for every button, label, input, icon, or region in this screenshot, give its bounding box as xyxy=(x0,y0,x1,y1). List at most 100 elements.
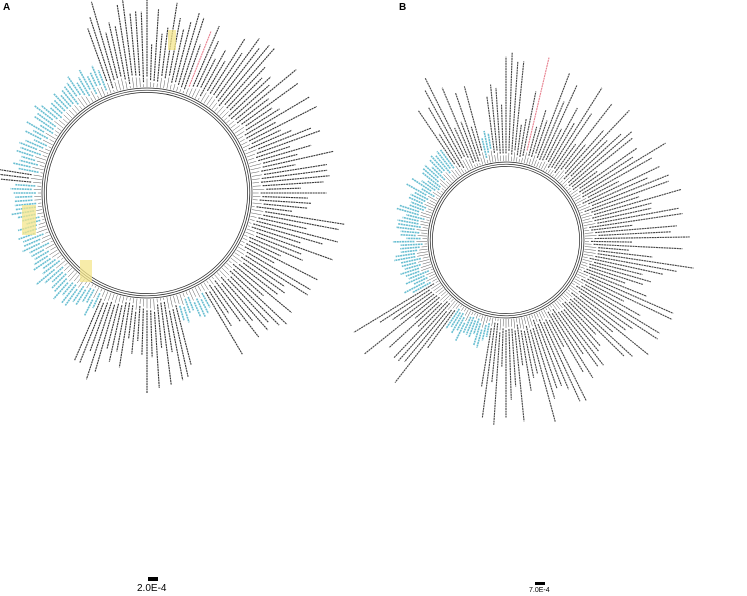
tree-branch xyxy=(197,97,200,101)
leaf-label xyxy=(454,92,480,162)
leaf-label xyxy=(228,76,272,117)
tree-branch xyxy=(468,159,474,169)
leaf-label xyxy=(61,282,74,296)
tree-branch xyxy=(554,170,560,178)
leaf-label xyxy=(552,308,584,355)
tree-branch xyxy=(554,302,561,310)
leaf-label xyxy=(31,248,45,258)
leaf-label xyxy=(51,273,67,289)
leaf-label xyxy=(483,130,490,153)
leaf-label xyxy=(410,201,427,209)
tree-branch xyxy=(476,163,479,167)
tree-branch xyxy=(523,152,527,164)
leaf-label xyxy=(470,126,481,156)
leaf-label xyxy=(90,1,115,81)
tree-branch xyxy=(252,202,262,205)
leaf-label xyxy=(33,255,49,266)
leaf-label xyxy=(404,263,421,270)
tree-branch xyxy=(232,125,241,131)
leaf-label xyxy=(232,263,292,314)
leaf-label xyxy=(89,72,98,87)
leaf-label xyxy=(537,323,563,387)
tree-branch xyxy=(550,170,554,175)
tree-branch xyxy=(163,80,166,89)
leaf-label xyxy=(81,287,92,303)
leaf-label xyxy=(92,292,101,309)
leaf-label xyxy=(263,153,298,164)
leaf-label xyxy=(256,231,333,261)
leaf-label xyxy=(256,130,321,154)
tree-branch xyxy=(72,108,78,114)
tree-branch xyxy=(460,305,462,308)
leaf-label xyxy=(135,11,141,76)
leaf-label xyxy=(560,103,613,170)
tree-branch xyxy=(450,298,454,302)
leaf-label xyxy=(568,131,632,187)
tree-branch xyxy=(93,287,100,298)
leaf-label xyxy=(414,191,429,201)
leaf-label xyxy=(539,101,565,161)
leaf-label xyxy=(259,199,312,204)
tree-branch xyxy=(543,163,548,171)
leaf-label xyxy=(263,163,327,176)
leaf-label xyxy=(400,257,422,264)
tree-branch xyxy=(584,235,597,237)
leaf-label xyxy=(214,285,241,322)
leaf-label xyxy=(508,52,513,151)
tree-branch xyxy=(42,155,48,158)
leaf-label xyxy=(183,306,190,323)
leaf-label xyxy=(491,323,499,383)
tree-branch xyxy=(238,136,244,140)
leaf-label xyxy=(193,302,202,318)
tree-branch xyxy=(474,312,476,316)
tree-branch xyxy=(417,259,430,263)
tree-branch xyxy=(219,109,226,116)
leaf-label xyxy=(445,308,461,329)
tree-branch xyxy=(422,227,428,229)
tree-branch xyxy=(489,317,491,322)
tree-branch xyxy=(479,163,481,166)
tree-branch xyxy=(563,183,568,187)
tree-branch xyxy=(247,225,250,227)
tree-branch xyxy=(221,267,230,276)
tree-branch xyxy=(114,294,118,303)
tree-branch xyxy=(429,200,437,204)
panel-a-label: A xyxy=(3,2,11,13)
tree-branch xyxy=(581,212,590,216)
leaf-label xyxy=(21,155,36,162)
leaf-label xyxy=(262,196,308,199)
leaf-label xyxy=(196,40,219,88)
tree-branch xyxy=(448,297,452,301)
tree-branch xyxy=(139,77,141,88)
tree-branch xyxy=(249,163,262,167)
tree-branch xyxy=(562,295,568,301)
tree-branch xyxy=(200,284,205,291)
tree-branch xyxy=(474,164,476,168)
leaf-label xyxy=(54,278,68,292)
tree-branch xyxy=(38,222,46,225)
leaf-label xyxy=(0,173,29,179)
leaf-label xyxy=(19,159,39,166)
leaf-label xyxy=(563,109,630,180)
tree-branch xyxy=(446,181,450,185)
tree-branch xyxy=(455,303,460,309)
tree-branch xyxy=(545,169,548,172)
leaf-label xyxy=(564,301,597,335)
leaf-label xyxy=(248,105,318,142)
leaf-label xyxy=(114,26,126,80)
leaf-label xyxy=(201,292,211,308)
tree-branch xyxy=(521,317,525,329)
leaf-label xyxy=(590,240,633,243)
tree-branch xyxy=(526,157,529,164)
leaf-label xyxy=(0,169,32,176)
leaf-label xyxy=(244,246,275,264)
tree-branch xyxy=(417,254,429,257)
tree-branch xyxy=(420,212,431,216)
tree-branch xyxy=(113,90,115,93)
leaf-label xyxy=(94,304,116,372)
tree-branch xyxy=(455,165,462,175)
tree-branch xyxy=(101,290,106,297)
tree-branch xyxy=(567,289,571,292)
scale-label-a: 2.0E-4 xyxy=(137,583,167,594)
leaf-label xyxy=(525,325,539,374)
